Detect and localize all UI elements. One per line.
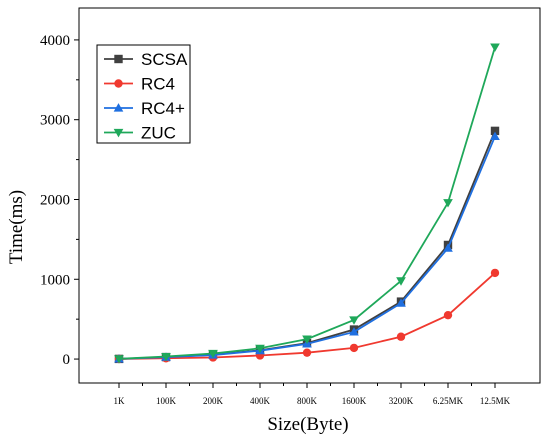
series-zuc — [114, 43, 500, 364]
legend-label: RC4 — [141, 75, 175, 94]
y-tick-label: 3000 — [40, 113, 70, 129]
x-tick-label: 12.5MK — [480, 396, 511, 406]
legend-label: SCSA — [141, 50, 188, 69]
legend-label: RC4+ — [141, 99, 185, 118]
data-point — [161, 352, 171, 362]
data-point — [349, 343, 359, 353]
x-tick-label: 100K — [156, 396, 177, 406]
legend: SCSA RC4 RC4+ ZUC — [96, 44, 191, 144]
data-point — [255, 344, 265, 354]
legend-marker — [113, 128, 124, 138]
series-layer — [114, 43, 500, 364]
legend-label: ZUC — [141, 124, 176, 143]
data-point — [349, 316, 359, 325]
data-point — [396, 332, 406, 341]
series-line — [118, 130, 496, 360]
legend-item: SCSA — [104, 50, 188, 69]
plot-area — [78, 7, 541, 384]
y-tick-label: 1000 — [40, 272, 70, 288]
data-point — [396, 277, 406, 286]
data-point — [490, 268, 500, 278]
data-point — [443, 199, 453, 208]
data-point — [396, 298, 406, 307]
data-point — [490, 131, 500, 141]
data-point — [490, 126, 500, 136]
x-tick-label: 200K — [203, 396, 224, 406]
data-point — [490, 43, 500, 52]
y-axis-label: Time(ms) — [6, 190, 27, 264]
legend-item: RC4+ — [104, 99, 185, 118]
x-axis-label: Size(Byte) — [267, 414, 348, 435]
y-tick-label: 4000 — [40, 33, 70, 49]
x-tick-label: 6.25MK — [433, 396, 464, 406]
series-scsa — [114, 126, 500, 364]
x-tick-label: 400K — [250, 396, 271, 406]
data-point — [302, 348, 312, 357]
x-tick-label: 800K — [297, 396, 318, 406]
legend-item: ZUC — [104, 124, 176, 143]
data-point — [443, 310, 453, 320]
data-point — [208, 349, 218, 359]
legend-item: RC4 — [104, 75, 175, 94]
series-line — [118, 136, 496, 360]
series-rc4- — [114, 131, 500, 363]
x-axis: 1K 100K 200K 400K 800K 1600K 3200K 6.25MK 12.5MK — [114, 383, 511, 406]
y-tick-label: 2000 — [40, 192, 70, 208]
x-tick-label: 1K — [114, 396, 126, 406]
x-tick-label: 3200K — [389, 396, 414, 406]
data-point — [443, 243, 453, 252]
data-point — [349, 327, 359, 336]
x-tick-label: 1600K — [342, 396, 367, 406]
legend-marker — [114, 54, 123, 64]
legend-marker — [113, 103, 124, 112]
plot-frame — [78, 7, 541, 384]
y-tick-label: 0 — [63, 352, 71, 368]
data-point — [114, 355, 124, 364]
series-rc4 — [114, 268, 500, 364]
data-point — [302, 335, 312, 344]
y-axis: 0 1000 2000 3000 4000 — [40, 33, 79, 368]
legend-marker — [114, 79, 123, 88]
legend-frame — [96, 44, 191, 144]
